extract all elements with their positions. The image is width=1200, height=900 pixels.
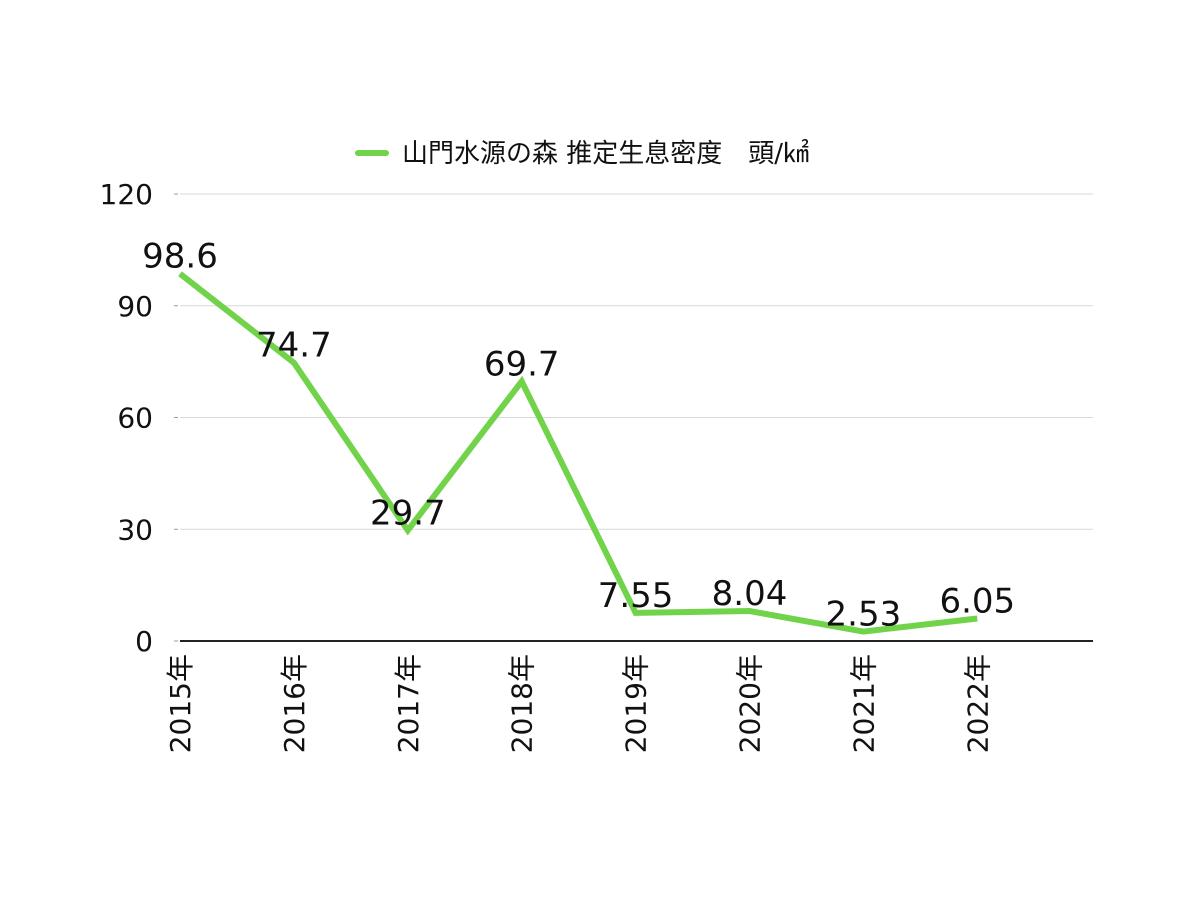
data-label-7: 6.05 — [939, 581, 1015, 621]
x-tick-label-6: 2021年 — [847, 654, 880, 753]
x-tick-label-4: 2019年 — [620, 654, 653, 753]
x-tick-label-5: 2020年 — [734, 654, 767, 753]
data-labels: 98.6 74.7 29.7 69.7 7.55 8.04 2.53 6.05 — [142, 237, 1015, 635]
data-label-0: 98.6 — [142, 237, 218, 277]
x-tick-label-2: 2017年 — [392, 654, 425, 753]
y-tick-label-30: 30 — [117, 513, 153, 546]
data-label-4: 7.55 — [598, 576, 674, 616]
legend-label: 山門水源の森 推定生息密度 頭/㎢ — [402, 139, 809, 169]
x-axis-labels: 2015年 2016年 2017年 2018年 2019年 2020年 2021年 2022年 — [164, 654, 994, 753]
data-label-2: 29.7 — [370, 493, 446, 533]
y-tick-label-120: 120 — [100, 178, 153, 211]
y-tick-label-60: 60 — [117, 402, 153, 435]
data-label-3: 69.7 — [484, 344, 560, 384]
x-tick-label-3: 2018年 — [506, 654, 539, 753]
x-tick-label-7: 2022年 — [961, 654, 994, 753]
x-tick-label-0: 2015年 — [164, 654, 197, 753]
series-line-group — [178, 271, 978, 635]
data-label-6: 2.53 — [826, 595, 902, 635]
y-tick-label-90: 90 — [117, 290, 153, 323]
data-label-5: 8.04 — [712, 574, 788, 614]
x-tick-label-1: 2016年 — [278, 654, 311, 753]
y-tick-label-0: 0 — [135, 625, 153, 658]
y-axis-ticks: 0 30 60 90 120 — [100, 178, 178, 658]
series-line — [178, 271, 978, 635]
legend: 山門水源の森 推定生息密度 頭/㎢ — [355, 139, 809, 169]
data-label-1: 74.7 — [256, 326, 332, 366]
